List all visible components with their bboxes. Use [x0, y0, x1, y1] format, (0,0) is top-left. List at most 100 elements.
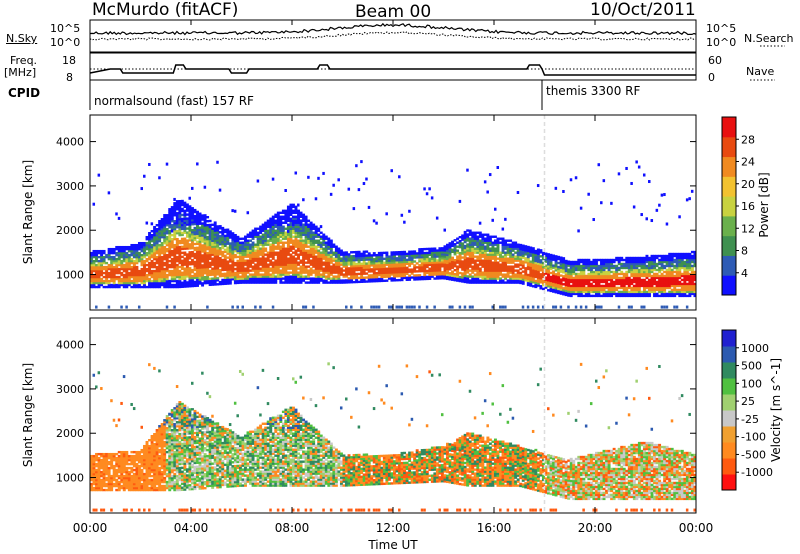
heat-cell: [486, 255, 490, 258]
heat-cell: [524, 251, 528, 254]
heat-cell: [185, 217, 189, 220]
heat-cell: [453, 239, 457, 242]
heat-cell: [160, 279, 164, 283]
heat-cell: [292, 251, 295, 254]
heat-cell: [403, 270, 407, 274]
heat-cell: [110, 265, 114, 269]
heat-cell: [97, 271, 101, 275]
heat-cell: [289, 223, 293, 226]
heat-cell: [261, 249, 265, 252]
heat-cell: [165, 230, 169, 233]
heat-cell: [125, 267, 129, 271]
heat-cell: [233, 255, 237, 259]
heat-cell: [304, 237, 308, 240]
heat-cell: [375, 257, 379, 261]
heat-cell: [150, 233, 154, 237]
heat-cell: [165, 273, 169, 277]
heat-cell: [208, 261, 212, 265]
heat-cell: [196, 262, 199, 265]
heat-cell: [597, 280, 601, 284]
heat-cell: [170, 220, 174, 223]
heat-cell: [143, 249, 146, 253]
heat-cell: [516, 269, 520, 272]
heat-cell: [125, 257, 129, 261]
heat-cell: [279, 255, 283, 258]
heat-cell: [145, 251, 149, 255]
heat-cell: [494, 267, 497, 270]
heat-cell: [435, 255, 439, 258]
heat-cell: [284, 233, 288, 236]
heat-cell: [511, 255, 515, 258]
heat-cell: [160, 249, 164, 253]
heat-cell: [648, 292, 651, 296]
heat-cell: [307, 239, 311, 242]
heat-cell: [249, 275, 252, 278]
heat-cell: [163, 275, 167, 279]
heat-cell: [312, 235, 316, 238]
heat-cell: [529, 268, 533, 271]
heat-cell: [165, 257, 169, 261]
heat-cell: [668, 270, 672, 274]
heat-cell: [307, 219, 311, 222]
heat-cell: [188, 231, 192, 234]
heat-cell: [516, 259, 520, 262]
heat-cell: [526, 257, 530, 261]
heat-cell: [130, 273, 134, 277]
heat-cell: [400, 266, 404, 270]
heat-cell: [597, 286, 601, 290]
heat-cell: [211, 241, 215, 244]
heat-cell: [355, 280, 359, 284]
heat-cell: [256, 257, 260, 260]
heat-cell: [332, 281, 336, 284]
heat-cell: [183, 279, 187, 282]
heat-cell: [612, 288, 616, 292]
heat-cell: [670, 268, 674, 272]
heat-cell: [251, 235, 255, 238]
heat-cell: [302, 227, 306, 230]
heat-cell: [473, 259, 477, 262]
heat-cell: [302, 279, 306, 282]
heat-cell: [572, 280, 576, 284]
heat-cell: [196, 254, 199, 257]
heat-cell: [435, 269, 439, 272]
heat-cell: [180, 271, 184, 275]
heat-cell: [206, 223, 210, 227]
heat-cell: [339, 267, 343, 270]
heat-cell: [163, 222, 167, 225]
heat-cell: [289, 279, 293, 282]
heat-cell: [191, 278, 194, 282]
heat-cell: [443, 259, 447, 262]
heat-cell: [160, 228, 164, 231]
heat-cell: [264, 235, 268, 238]
heat-cell: [297, 273, 300, 276]
heat-cell: [597, 278, 601, 282]
heat-cell: [158, 257, 162, 261]
heat-cell: [241, 273, 245, 276]
heat-cell: [122, 259, 126, 263]
heat-cell: [281, 217, 285, 220]
heat-cell: [312, 239, 316, 242]
heat-cell: [218, 264, 222, 268]
heat-cell: [440, 265, 444, 268]
heat-cell: [163, 281, 167, 285]
heat-cell: [294, 237, 298, 240]
heat-cell: [365, 250, 369, 253]
heat-cell: [178, 221, 182, 225]
heat-cell: [213, 227, 217, 230]
heat-cell: [589, 278, 593, 282]
heat-cell: [226, 266, 230, 269]
heat-cell: [476, 279, 480, 282]
heat-cell: [284, 273, 288, 276]
heat-cell: [410, 254, 414, 257]
heat-cell: [188, 255, 192, 258]
heat-cell: [276, 211, 280, 214]
heat-scatter: [107, 305, 111, 309]
heat-cell: [534, 285, 538, 289]
heat-cell: [625, 256, 629, 260]
heat-cell: [433, 273, 437, 276]
heat-cell: [587, 282, 591, 286]
heat-cell: [400, 278, 404, 282]
heat-cell: [173, 243, 177, 247]
heat-cell: [254, 267, 258, 270]
heat-cell: [249, 249, 252, 252]
